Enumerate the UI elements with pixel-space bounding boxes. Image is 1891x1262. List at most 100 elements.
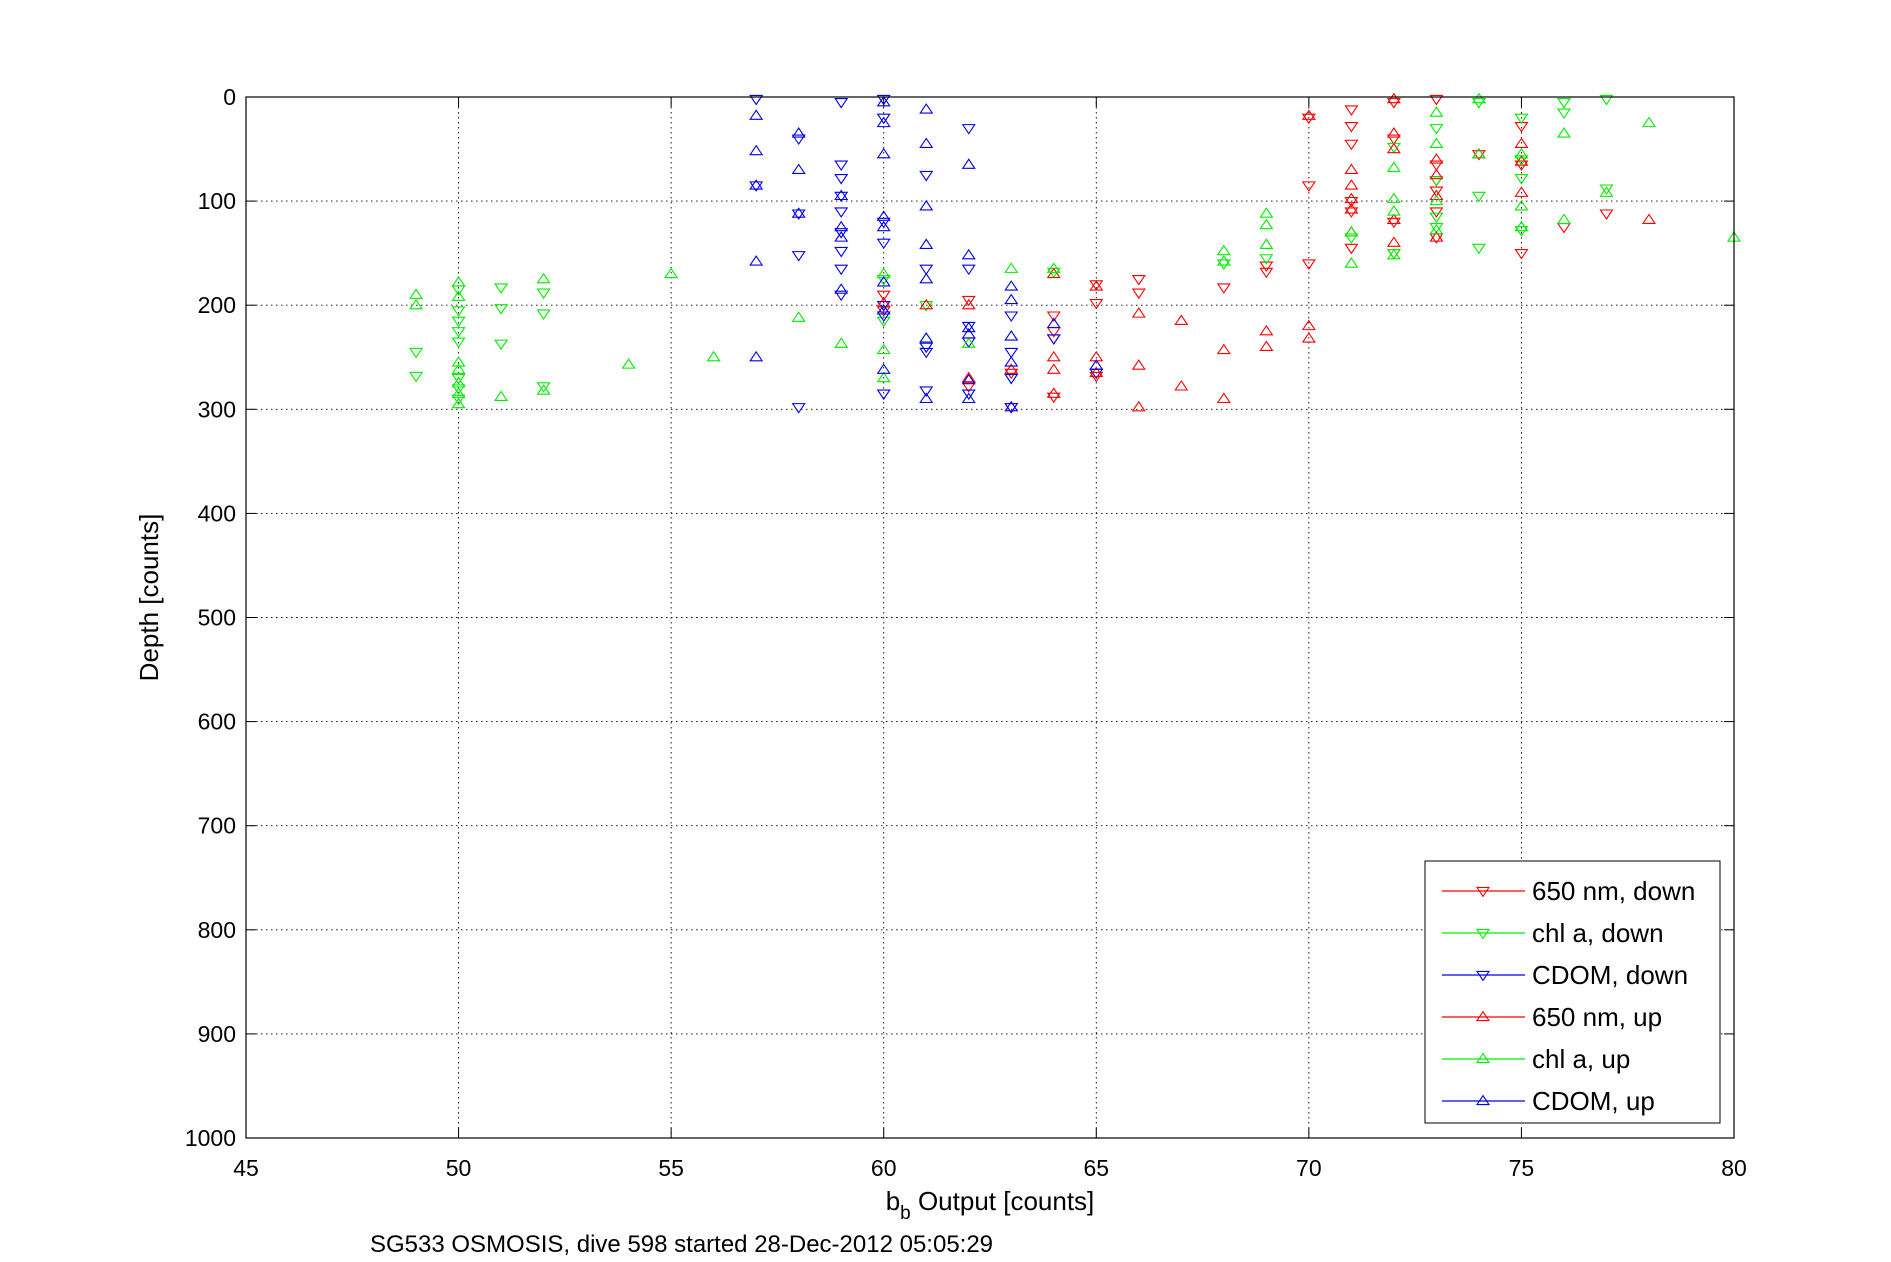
data-point [1429, 153, 1444, 164]
data-point [1046, 317, 1061, 329]
data-point [451, 275, 466, 287]
y-tick-label: 900 [198, 1021, 236, 1047]
data-point [621, 358, 636, 369]
x-tick-label: 60 [871, 1155, 897, 1181]
data-point [1386, 217, 1401, 229]
data-point [1131, 288, 1146, 300]
data-point [1514, 137, 1529, 148]
data-point [919, 170, 934, 182]
data-point [536, 384, 551, 395]
data-point [1429, 189, 1444, 201]
legend-marker [1475, 1052, 1491, 1064]
data-point [1004, 311, 1019, 323]
data-point [1344, 207, 1359, 218]
data-point [834, 220, 849, 232]
data-point [961, 373, 976, 385]
data-point [876, 147, 891, 159]
data-point [749, 350, 764, 362]
data-point [1386, 142, 1401, 154]
data-point [919, 332, 934, 343]
legend-label: CDOM, up [1532, 1086, 1655, 1116]
y-tick-label: 200 [198, 292, 236, 318]
data-point [919, 332, 934, 343]
data-point [1556, 127, 1571, 138]
y-tick-label: 0 [223, 84, 236, 110]
legend-item: CDOM, up [1442, 1086, 1655, 1116]
data-point [409, 288, 424, 299]
data-point [919, 298, 934, 310]
data-point [494, 390, 509, 401]
data-point [791, 311, 806, 322]
x-axis-ticks: 45 50 55 60 65 70 75 80 [233, 97, 1747, 1181]
data-point [1429, 124, 1444, 135]
data-point [834, 191, 849, 203]
data-point [451, 356, 466, 367]
data-point [1174, 380, 1189, 391]
y-tick-label: 400 [198, 500, 236, 526]
data-point [1216, 343, 1231, 355]
y-tick-label: 700 [198, 813, 236, 839]
data-point [876, 304, 891, 315]
y-tick-label: 500 [198, 605, 236, 631]
data-point [1344, 225, 1359, 237]
data-markers [409, 92, 1742, 414]
data-point [1599, 184, 1614, 195]
series-3 [876, 92, 1656, 412]
legend-item: 650 nm, down [1442, 876, 1695, 906]
data-point [1386, 248, 1401, 260]
data-point [1344, 121, 1359, 133]
data-point [1429, 176, 1444, 187]
data-point [706, 350, 721, 362]
data-point [494, 339, 509, 351]
data-point [1301, 181, 1316, 192]
data-point [1004, 400, 1019, 412]
data-point [1004, 293, 1019, 305]
data-point [876, 389, 891, 401]
data-point [1514, 147, 1529, 159]
data-point [834, 264, 849, 276]
x-axis-label-main: b [886, 1186, 900, 1216]
data-point [494, 304, 509, 315]
data-point [791, 251, 806, 262]
data-point [919, 301, 934, 312]
data-point [1344, 139, 1359, 151]
data-point [749, 144, 764, 156]
data-point [876, 296, 891, 308]
y-tick-label: 300 [198, 396, 236, 422]
series-2 [749, 94, 1104, 414]
data-point [1174, 314, 1189, 325]
data-point [834, 290, 849, 302]
data-point [1131, 307, 1146, 318]
data-point [451, 363, 466, 374]
data-point [1344, 192, 1359, 204]
series-5 [749, 95, 1104, 412]
legend-label: chl a, down [1532, 918, 1664, 948]
data-point [1514, 249, 1529, 260]
data-point [961, 298, 976, 310]
data-point [1004, 330, 1019, 341]
legend-item: 650 nm, up [1442, 1002, 1662, 1032]
legend-marker [1475, 886, 1491, 898]
x-tick-label: 55 [658, 1155, 684, 1181]
data-point [1514, 220, 1529, 232]
data-point [1259, 324, 1274, 336]
data-point [1599, 94, 1614, 106]
data-point [451, 327, 466, 338]
data-point [749, 255, 764, 266]
data-point [409, 371, 424, 383]
data-point [536, 272, 551, 284]
data-point [961, 327, 976, 339]
data-point [1599, 186, 1614, 197]
data-point [919, 199, 934, 211]
data-point [451, 337, 466, 349]
data-point [1471, 191, 1486, 203]
data-point [451, 397, 466, 409]
data-point [876, 113, 891, 125]
data-point [1429, 207, 1444, 218]
data-point [1259, 238, 1274, 249]
data-point [451, 394, 466, 406]
data-point [1514, 113, 1529, 125]
data-point [1344, 233, 1359, 244]
data-point [1089, 366, 1104, 378]
